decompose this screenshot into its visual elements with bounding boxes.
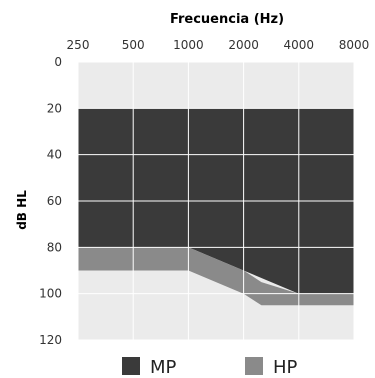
- y-tick-label: 80: [47, 240, 62, 254]
- y-tick-label: 100: [39, 287, 62, 301]
- legend-label-hp: HP: [273, 357, 298, 378]
- x-tick-label: 250: [67, 38, 90, 52]
- y-tick-label: 120: [39, 333, 62, 347]
- x-tick-label: 8000: [339, 38, 370, 52]
- x-tick-labels: 250 500 1000 2000 4000 8000: [67, 38, 370, 52]
- y-tick-labels: 0 20 40 60 80 100 120: [39, 55, 62, 347]
- legend-swatch-hp: [245, 357, 263, 375]
- legend-swatch-mp: [122, 357, 140, 375]
- chart-title: Frecuencia (Hz): [170, 12, 284, 27]
- x-tick-label: 4000: [284, 38, 315, 52]
- legend-label-mp: MP: [150, 357, 177, 378]
- x-tick-label: 2000: [228, 38, 259, 52]
- y-axis-label: dB HL: [15, 190, 29, 230]
- series-area-hp: [78, 247, 354, 306]
- legend: MP HP: [122, 357, 298, 378]
- x-tick-label: 1000: [173, 38, 204, 52]
- y-tick-label: 40: [47, 148, 62, 162]
- y-tick-label: 0: [54, 55, 62, 69]
- grid-lines: [77, 61, 355, 341]
- y-tick-label: 60: [47, 194, 62, 208]
- y-tick-label: 20: [47, 101, 62, 115]
- x-tick-label: 500: [122, 38, 145, 52]
